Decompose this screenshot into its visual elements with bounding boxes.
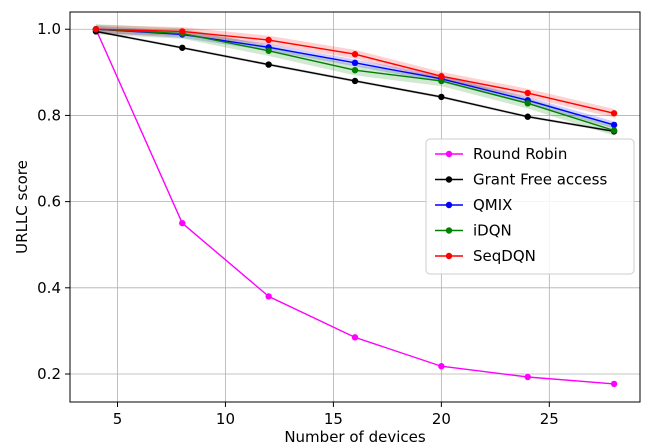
x-axis-label: Number of devices	[284, 428, 426, 446]
seqdqn-band	[95, 24, 615, 118]
legend-marker-round-robin	[445, 150, 453, 158]
round-robin-point	[351, 334, 359, 341]
y-tick-label: 0.6	[37, 193, 61, 211]
y-tick-label: 0.2	[37, 365, 61, 383]
legend-marker-qmix	[445, 201, 453, 209]
legend-label-grant-free-access: Grant Free access	[473, 171, 607, 189]
grant-free-access-point	[351, 77, 359, 85]
plot-frame	[69, 11, 641, 403]
legend-label-qmix: QMIX	[473, 196, 512, 214]
round-robin-point	[179, 219, 186, 227]
seqdqn-point	[351, 51, 359, 58]
idqn-point	[438, 77, 445, 85]
qmix-point	[351, 59, 359, 67]
seqdqn-point	[610, 110, 618, 117]
seqdqn-point	[179, 28, 186, 35]
x-axis-ticks: 5 10 15 20 25	[113, 402, 559, 428]
x-tick-label: 10	[216, 410, 235, 428]
legend: Round Robin Grant Free access QMIX iDQN SeqD…	[425, 138, 635, 275]
seqdqn-point	[438, 73, 445, 80]
legend-label-seqdqn: SeqDQN	[473, 247, 536, 265]
grant-free-access-point	[524, 113, 531, 120]
legend-box	[425, 138, 635, 275]
idqn-band	[95, 24, 615, 136]
x-tick-label: 15	[324, 410, 343, 428]
seqdqn-point	[265, 36, 272, 44]
qmix-band	[95, 25, 615, 129]
y-tick-label: 0.8	[37, 106, 61, 124]
x-tick-label: 20	[432, 410, 451, 428]
round-robin-point	[265, 293, 272, 300]
legend-label-round-robin: Round Robin	[473, 145, 567, 163]
round-robin-point	[438, 363, 445, 370]
x-tick-label: 25	[540, 410, 559, 428]
seqdqn-point	[524, 89, 531, 97]
round-robin-point	[610, 380, 618, 388]
y-axis-label: URLLC score	[13, 160, 31, 254]
x-tick-label: 5	[113, 410, 123, 428]
grant-free-access-point	[179, 44, 186, 51]
idqn-point	[351, 66, 359, 74]
series-points	[92, 26, 618, 388]
seqdqn-point	[92, 26, 100, 33]
legend-marker-grant-free-access	[445, 176, 453, 183]
legend-label-idqn: iDQN	[473, 222, 512, 240]
grant-free-access-point	[438, 93, 445, 101]
idqn-point	[265, 47, 272, 54]
grant-free-access-point	[265, 61, 272, 68]
legend-marker-seqdqn	[445, 252, 453, 260]
round-robin-point	[524, 373, 531, 381]
idqn-point	[610, 127, 618, 134]
y-tick-label: 1.0	[37, 20, 61, 38]
qmix-point	[610, 121, 618, 129]
legend-marker-idqn	[445, 227, 453, 234]
y-tick-label: 0.4	[37, 279, 61, 297]
y-axis-ticks: 0.2 0.4 0.6 0.8 1.0	[37, 20, 70, 383]
idqn-point	[524, 100, 531, 107]
